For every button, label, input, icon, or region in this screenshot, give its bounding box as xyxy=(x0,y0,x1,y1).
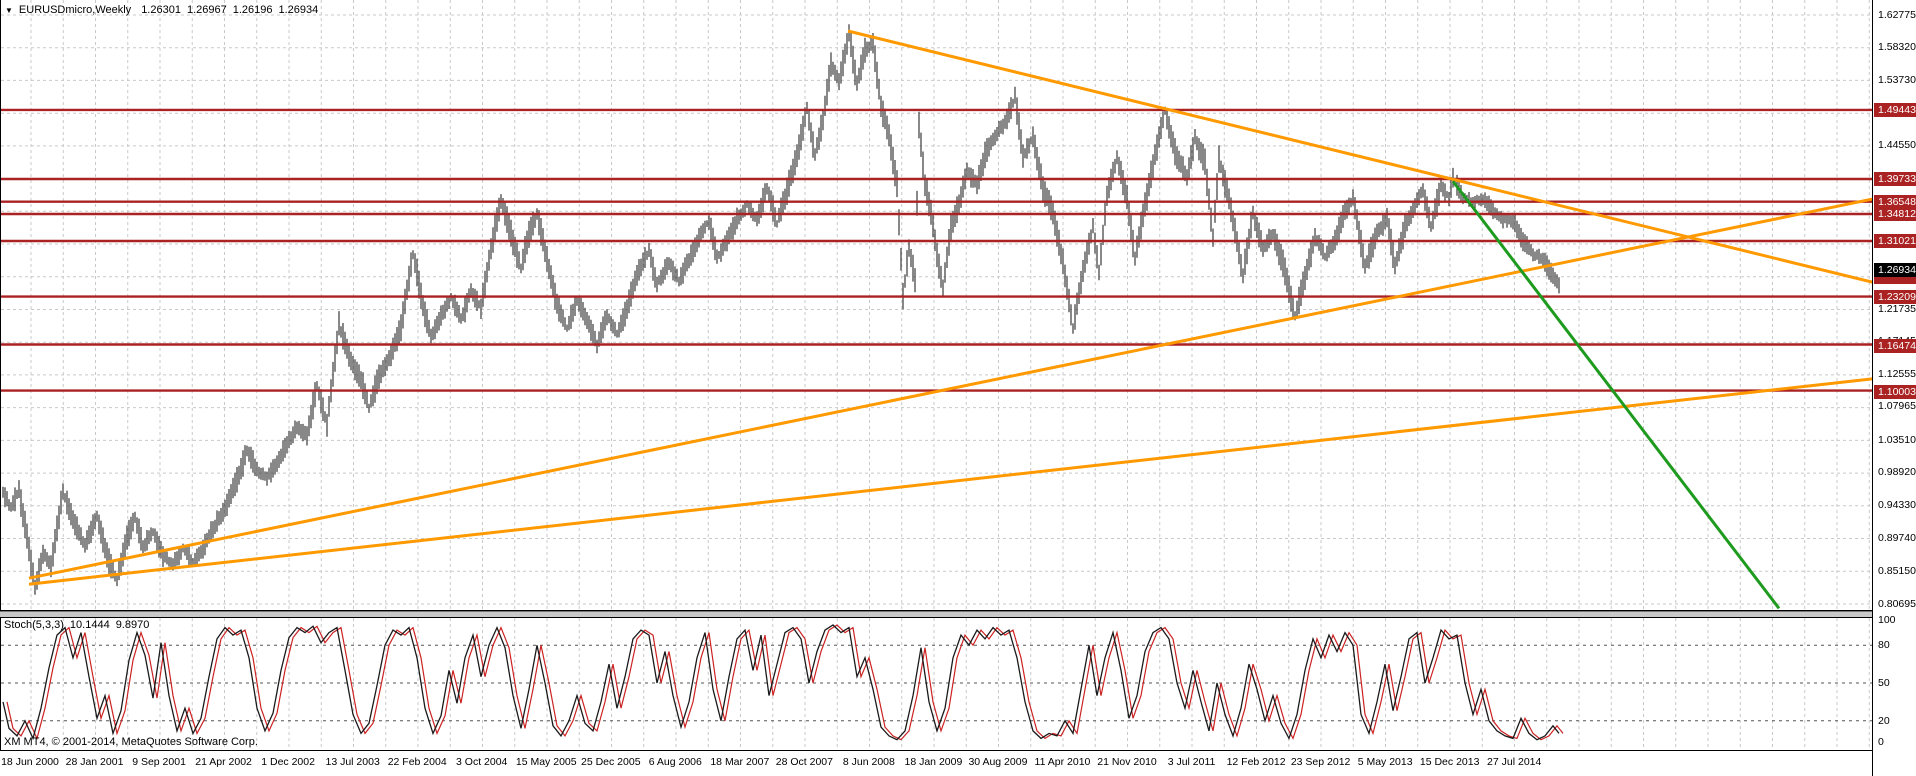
price-level-badge: 1.36548 xyxy=(1874,195,1916,209)
stochastic-value-main: 10.1444 xyxy=(69,619,110,631)
price-level-badge: 1.49443 xyxy=(1874,103,1916,117)
time-axis-label: 25 Dec 2005 xyxy=(580,756,641,768)
stochastic-pane-canvas[interactable] xyxy=(1,618,1872,750)
time-axis-label: 6 Aug 2006 xyxy=(648,756,702,768)
stoch-axis-label: 0 xyxy=(1878,736,1884,748)
time-axis-label: 18 Mar 2007 xyxy=(710,756,770,768)
price-level-badge: 1.23209 xyxy=(1874,290,1916,304)
price-axis-label: 1.07965 xyxy=(1878,400,1916,412)
time-axis-label: 1 Dec 2002 xyxy=(261,756,315,768)
price-level-badge: 1.10003 xyxy=(1874,385,1916,399)
price-axis[interactable]: 1.627751.583201.537301.445501.217351.171… xyxy=(1872,0,1916,776)
time-axis-label: 28 Oct 2007 xyxy=(775,756,833,768)
stoch-axis-label: 80 xyxy=(1878,639,1890,651)
time-axis-label: 3 Jul 2011 xyxy=(1167,756,1216,768)
price-axis-label: 1.21735 xyxy=(1878,303,1916,315)
price-axis-label: 1.62775 xyxy=(1878,9,1916,21)
time-axis-label: 15 May 2005 xyxy=(515,756,577,768)
time-axis-label: 22 Feb 2004 xyxy=(387,756,447,768)
time-axis-label: 23 Sep 2012 xyxy=(1290,756,1351,768)
ohlc-high: 1.26967 xyxy=(186,4,227,16)
time-axis-label: 13 Jul 2003 xyxy=(325,756,380,768)
price-level-badge: 1.16474 xyxy=(1874,339,1916,353)
time-axis-label: 18 Jan 2009 xyxy=(904,756,963,768)
time-axis-label: 28 Jan 2001 xyxy=(65,756,124,768)
time-axis-label: 5 May 2013 xyxy=(1357,756,1413,768)
price-axis-label: 0.94330 xyxy=(1878,499,1916,511)
stoch-axis-label: 20 xyxy=(1878,715,1890,727)
time-axis-label: 8 Jun 2008 xyxy=(842,756,895,768)
price-level-badge: 1.31021 xyxy=(1874,234,1916,248)
stochastic-name: Stoch(5,3,3) xyxy=(4,619,64,631)
chart-title: ▼ EURUSDmicro,Weekly 1.26301 1.26967 1.26196… xyxy=(5,4,324,16)
price-level-badge: 1.34812 xyxy=(1874,207,1916,221)
time-axis-label: 12 Feb 2012 xyxy=(1226,756,1286,768)
time-axis-label: 18 Jun 2000 xyxy=(1,756,59,768)
time-axis-label: 3 Oct 2004 xyxy=(456,756,508,768)
price-axis-label: 0.98920 xyxy=(1878,466,1916,478)
time-axis[interactable]: 18 Jun 2000 28 Jan 2001 9 Sep 2001 21 Apr 2… xyxy=(0,751,1872,776)
price-axis-label: 1.53730 xyxy=(1878,74,1916,86)
time-axis-label: 9 Sep 2001 xyxy=(132,756,186,768)
price-axis-label: 1.12555 xyxy=(1878,368,1916,380)
price-axis-label: 1.58320 xyxy=(1878,41,1916,53)
price-pane-canvas[interactable] xyxy=(1,0,1872,610)
stochastic-value-signal: 9.8970 xyxy=(115,619,150,631)
ohlc-close: 1.26934 xyxy=(278,4,319,16)
current-price-badge: 1.26934 xyxy=(1874,263,1916,277)
time-axis-label: 30 Aug 2009 xyxy=(968,756,1028,768)
pane-splitter[interactable] xyxy=(0,611,1872,618)
time-axis-label: 11 Apr 2010 xyxy=(1034,756,1091,768)
price-level-badge: 1.39733 xyxy=(1874,172,1916,186)
symbol-period-label: EURUSDmicro,Weekly xyxy=(18,4,132,16)
price-axis-label: 0.80695 xyxy=(1878,598,1916,610)
time-axis-label: 27 Jul 2014 xyxy=(1487,756,1542,768)
price-pane[interactable] xyxy=(0,0,1872,611)
price-axis-label: 1.03510 xyxy=(1878,434,1916,446)
stoch-axis-label: 100 xyxy=(1878,614,1896,626)
time-axis-label: 21 Nov 2010 xyxy=(1097,756,1157,768)
ohlc-low: 1.26196 xyxy=(232,4,273,16)
stoch-axis-label: 50 xyxy=(1878,677,1890,689)
time-axis-label: 15 Dec 2013 xyxy=(1419,756,1480,768)
ohlc-open: 1.26301 xyxy=(141,4,181,16)
price-axis-label: 1.44550 xyxy=(1878,139,1916,151)
price-axis-label: 0.89740 xyxy=(1878,532,1916,544)
stochastic-indicator-label: Stoch(5,3,3) 10.1444 9.8970 xyxy=(4,619,155,631)
terminal-copyright: XM MT4, © 2001-2014, MetaQuotes Software… xyxy=(4,736,258,748)
time-axis-label: 21 Apr 2002 xyxy=(195,756,252,768)
price-axis-label: 0.85150 xyxy=(1878,565,1916,577)
stochastic-pane[interactable] xyxy=(0,618,1872,751)
symbol-collapse-arrow[interactable]: ▼ xyxy=(5,6,13,15)
